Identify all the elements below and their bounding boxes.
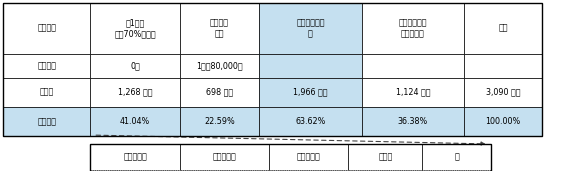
Text: 22.59%: 22.59% xyxy=(204,117,235,126)
Bar xyxy=(3,107,90,136)
Text: 特1区分
（約70%減免）: 特1区分 （約70%減免） xyxy=(114,18,156,38)
Text: 所得月額: 所得月額 xyxy=(37,61,56,70)
Text: 41.04%: 41.04% xyxy=(120,117,150,126)
Bar xyxy=(362,107,464,136)
Bar xyxy=(464,3,542,54)
Bar xyxy=(180,144,269,170)
Bar xyxy=(464,107,542,136)
Text: 高齢者世帯: 高齢者世帯 xyxy=(123,152,147,161)
Text: 障害者世帯: 障害者世帯 xyxy=(213,152,236,161)
Text: 36.38%: 36.38% xyxy=(398,117,428,126)
Bar xyxy=(259,3,362,54)
Bar xyxy=(180,170,269,171)
Bar xyxy=(464,54,542,78)
Text: 計: 計 xyxy=(454,152,459,161)
Bar xyxy=(90,144,491,171)
Bar xyxy=(180,54,259,78)
Text: （割合）: （割合） xyxy=(37,117,56,126)
Text: 1,966 世帯: 1,966 世帯 xyxy=(293,88,328,97)
Bar xyxy=(3,3,542,136)
Bar xyxy=(464,78,542,107)
Bar xyxy=(269,144,348,170)
Text: その他の
区分: その他の 区分 xyxy=(210,18,229,38)
Bar xyxy=(3,54,90,78)
Bar xyxy=(422,144,491,170)
Bar xyxy=(348,144,422,170)
Bar xyxy=(90,170,180,171)
Text: 698 世帯: 698 世帯 xyxy=(206,88,233,97)
Text: 0円: 0円 xyxy=(130,61,140,70)
Bar xyxy=(180,78,259,107)
Text: 63.62%: 63.62% xyxy=(295,117,325,126)
Text: 100.00%: 100.00% xyxy=(486,117,521,126)
Bar xyxy=(90,144,180,170)
Bar xyxy=(90,54,180,78)
Bar xyxy=(348,170,422,171)
Text: 復興減免世帯
計: 復興減免世帯 計 xyxy=(296,18,325,38)
Text: 1,268 世帯: 1,268 世帯 xyxy=(118,88,152,97)
Text: 子育て世帯: 子育て世帯 xyxy=(297,152,321,161)
Bar xyxy=(259,107,362,136)
Bar xyxy=(180,3,259,54)
Text: 世帯数: 世帯数 xyxy=(40,88,54,97)
Bar xyxy=(180,107,259,136)
Text: 1円～80,000円: 1円～80,000円 xyxy=(196,61,242,70)
Text: 復興減免世帯
以外の世帯: 復興減免世帯 以外の世帯 xyxy=(399,18,427,38)
Bar xyxy=(3,78,90,107)
Bar xyxy=(90,78,180,107)
Bar xyxy=(259,78,362,107)
Text: 減免区分: 減免区分 xyxy=(37,24,56,33)
Bar xyxy=(90,3,180,54)
Text: 3,090 世帯: 3,090 世帯 xyxy=(486,88,520,97)
Bar xyxy=(269,170,348,171)
Text: 1,124 世帯: 1,124 世帯 xyxy=(396,88,430,97)
Bar xyxy=(259,54,362,78)
Bar xyxy=(362,3,464,54)
Bar xyxy=(362,54,464,78)
Text: その他: その他 xyxy=(378,152,392,161)
Bar xyxy=(362,78,464,107)
Text: 合計: 合計 xyxy=(498,24,508,33)
Bar xyxy=(3,3,90,54)
Bar xyxy=(422,170,491,171)
Bar xyxy=(90,107,180,136)
